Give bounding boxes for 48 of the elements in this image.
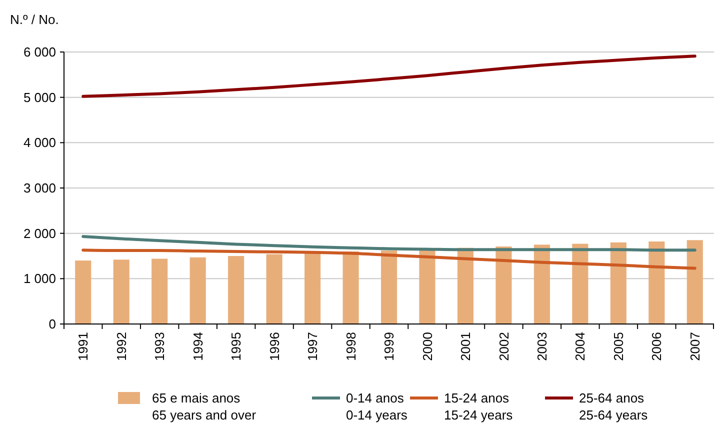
bar <box>496 246 512 324</box>
bar <box>190 257 206 324</box>
x-tick-label: 1993 <box>152 332 168 361</box>
x-tick-label: 2002 <box>496 332 512 361</box>
legend-label: 15-24 anos 15-24 years <box>444 390 514 423</box>
bar <box>342 251 359 324</box>
y-tick-label: 5 000 <box>23 90 56 105</box>
x-tick-label: 1997 <box>305 332 320 361</box>
x-tick-label: 1991 <box>76 332 91 361</box>
y-tick-label: 6 000 <box>23 44 56 60</box>
x-tick-label: 2001 <box>458 332 474 361</box>
bar <box>610 242 626 324</box>
bar <box>419 249 436 324</box>
x-tick-label: 1994 <box>190 332 206 361</box>
legend-label: 65 e mais anos 65 years and over <box>152 390 257 423</box>
bar <box>304 252 321 324</box>
line-series <box>82 248 696 270</box>
x-tick-label: 1992 <box>114 332 129 361</box>
bar <box>228 256 244 324</box>
y-tick-label: 1 000 <box>23 271 56 286</box>
bar <box>380 250 398 324</box>
x-tick-label: 1999 <box>382 332 397 361</box>
line-series <box>82 235 696 252</box>
y-tick-label: 2 000 <box>23 226 56 241</box>
bar <box>686 240 703 324</box>
y-axis-title: N.º / No. <box>10 12 59 27</box>
bar <box>572 244 588 324</box>
bar <box>648 241 665 324</box>
bar <box>266 254 282 324</box>
x-tick-label: 2006 <box>649 332 664 361</box>
bar <box>152 258 168 324</box>
x-tick-label: 2000 <box>420 332 435 361</box>
bar <box>534 244 550 324</box>
x-tick-label: 2005 <box>610 332 626 361</box>
y-tick-label: 4 000 <box>23 135 56 150</box>
x-tick-label: 2007 <box>687 332 702 361</box>
legend-label: 0-14 anos 0-14 years <box>346 390 408 423</box>
x-tick-label: 1995 <box>228 332 244 361</box>
x-tick-label: 2004 <box>572 332 588 361</box>
y-tick-label: 0 <box>48 316 56 332</box>
line-series <box>82 54 696 98</box>
x-tick-label: 1998 <box>343 332 358 361</box>
x-tick-label: 2003 <box>534 332 550 361</box>
bar <box>75 260 92 324</box>
bar <box>113 260 130 324</box>
x-tick-label: 1996 <box>266 332 282 361</box>
legend-label: 25-64 anos 25-64 years <box>579 390 648 423</box>
y-tick-label: 3 000 <box>23 180 56 196</box>
